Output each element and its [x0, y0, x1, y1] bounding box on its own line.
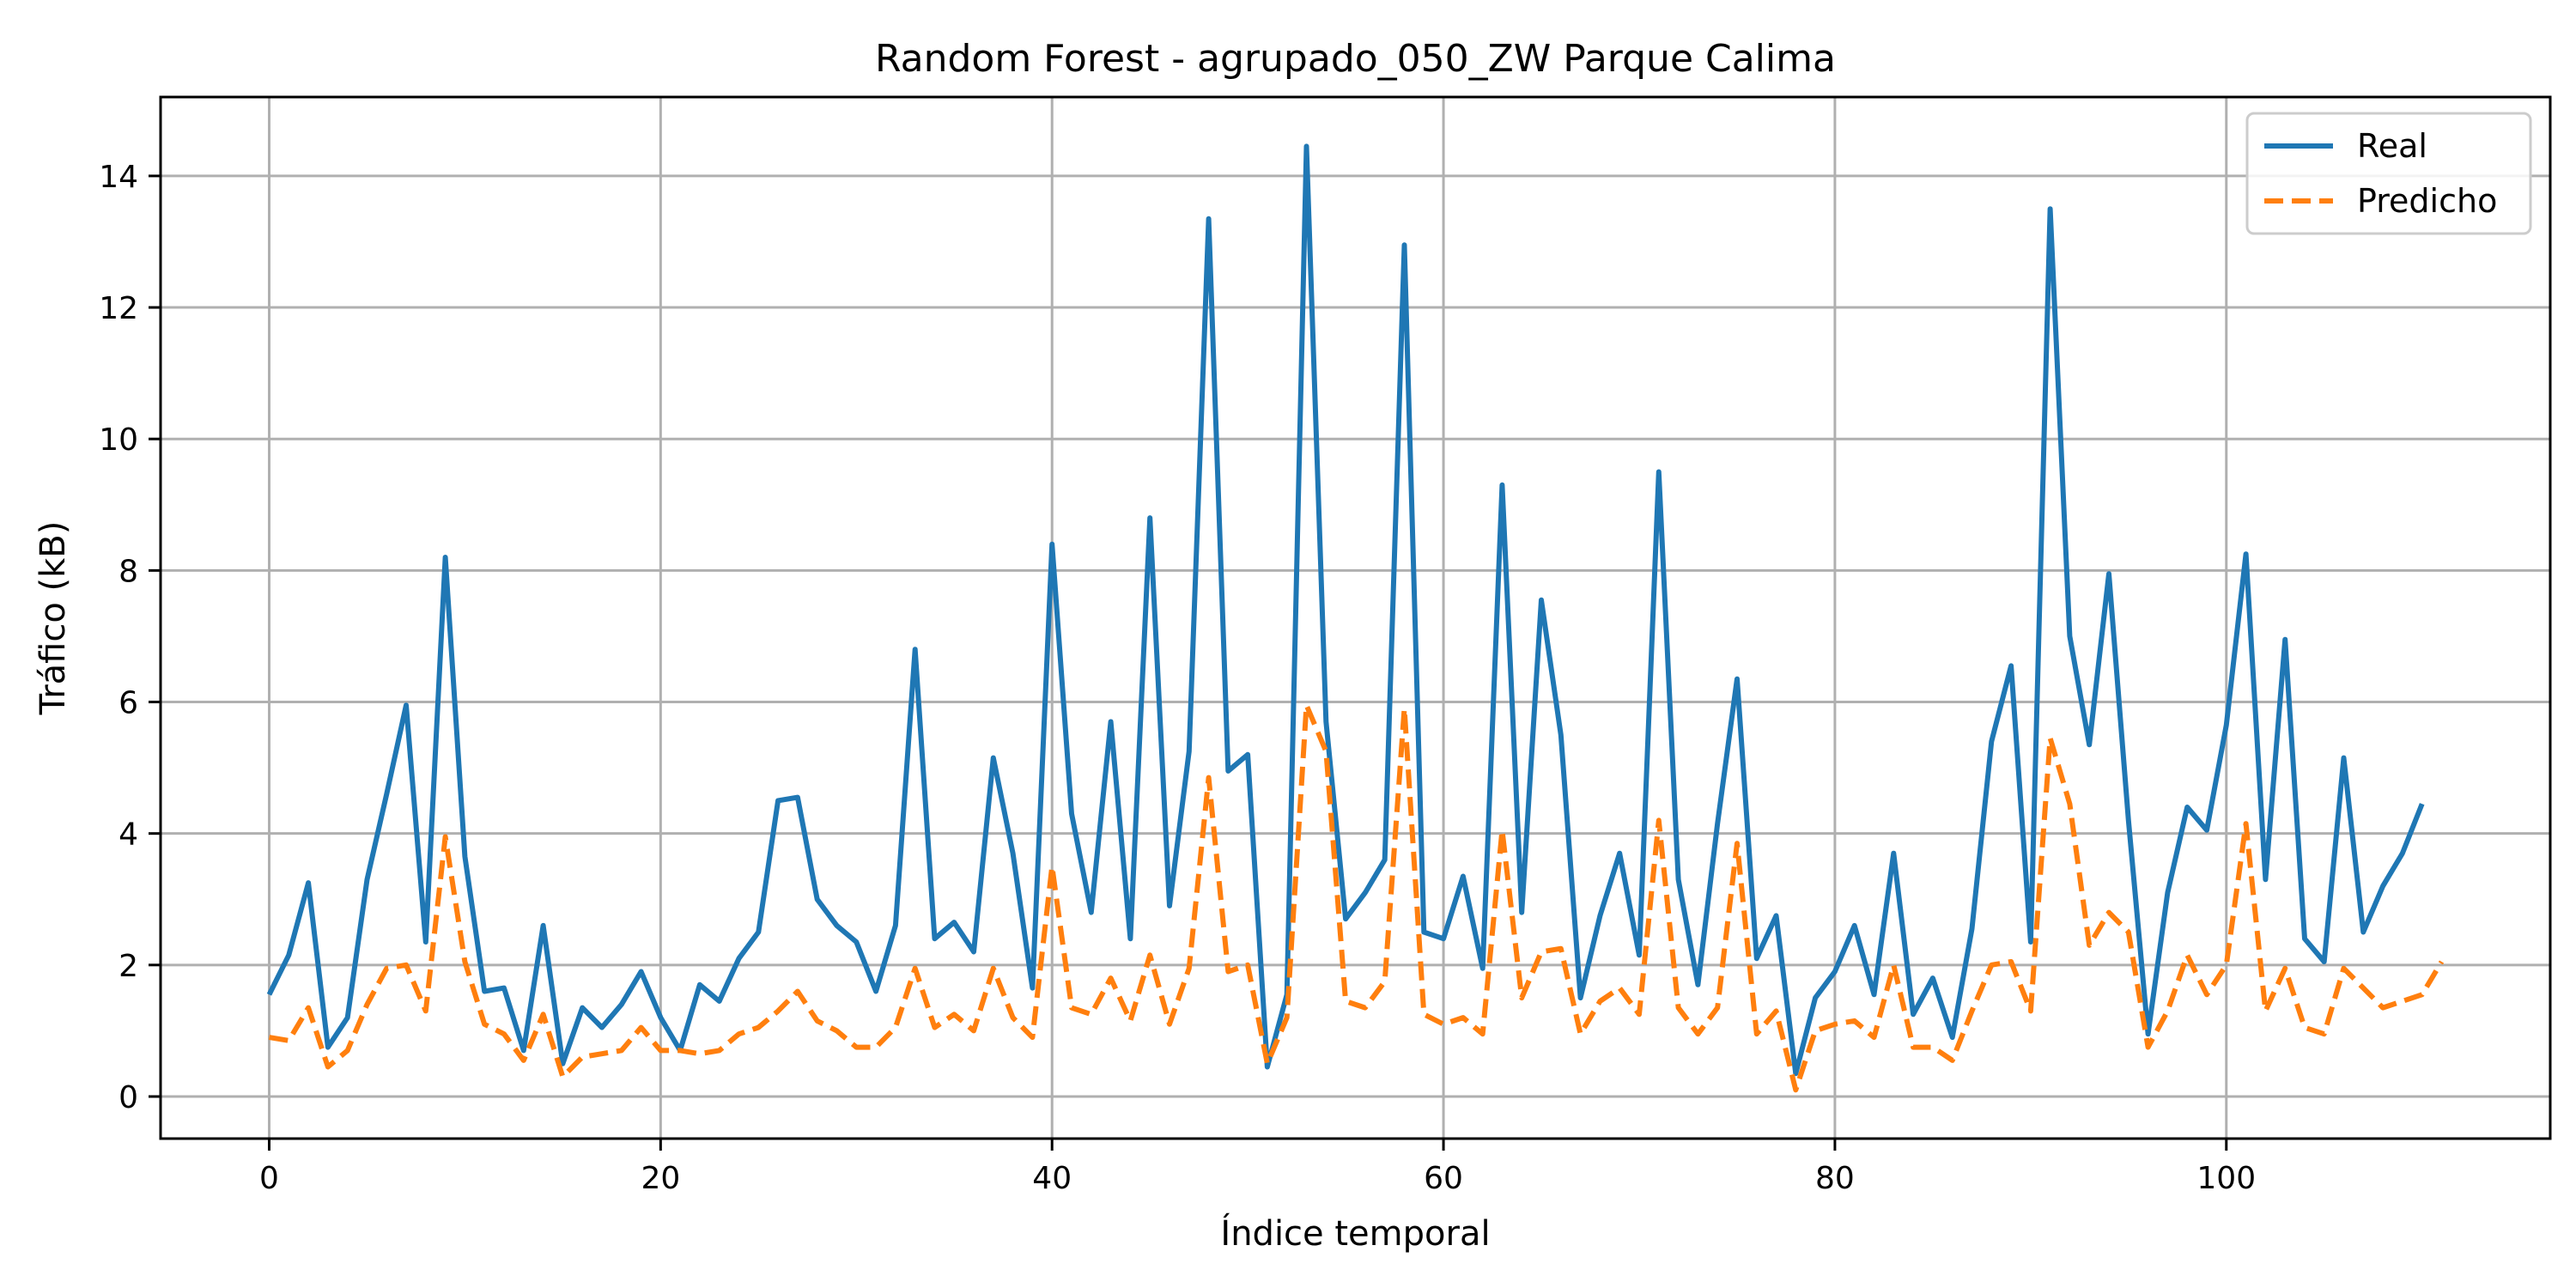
x-tick-label: 60	[1424, 1161, 1463, 1196]
series-line-predicho	[269, 702, 2445, 1093]
y-tick-label: 12	[99, 291, 138, 326]
x-tick-label: 20	[641, 1161, 680, 1196]
x-tick-label: 100	[2196, 1161, 2256, 1196]
y-tick-label: 4	[118, 817, 138, 853]
y-tick-label: 6	[118, 686, 138, 721]
y-tick-label: 10	[99, 422, 138, 458]
x-axis-label: Índice temporal	[1220, 1212, 1490, 1254]
legend: Real Predicho	[2245, 112, 2532, 235]
series-layer	[266, 143, 2445, 1093]
legend-label-real: Real	[2357, 127, 2427, 165]
grid	[161, 97, 2550, 1139]
legend-label-predicho: Predicho	[2357, 182, 2497, 220]
ticks: 0 20 40 60 80 100 0 2 4 6 8 10 12 14	[99, 160, 2256, 1196]
x-tick-label: 40	[1032, 1161, 1072, 1196]
y-tick-label: 14	[99, 160, 138, 195]
y-tick-label: 8	[118, 554, 138, 589]
y-axis-label: Tráfico (kB)	[33, 521, 73, 716]
x-tick-label: 0	[259, 1161, 279, 1196]
x-tick-label: 80	[1815, 1161, 1855, 1196]
axes-frame	[159, 95, 2552, 1140]
y-tick-label: 0	[118, 1080, 138, 1115]
series-line-real	[266, 143, 2425, 1077]
y-tick-label: 2	[118, 949, 138, 984]
chart-title: Random Forest - agrupado_050_ZW Parque C…	[875, 37, 1836, 81]
